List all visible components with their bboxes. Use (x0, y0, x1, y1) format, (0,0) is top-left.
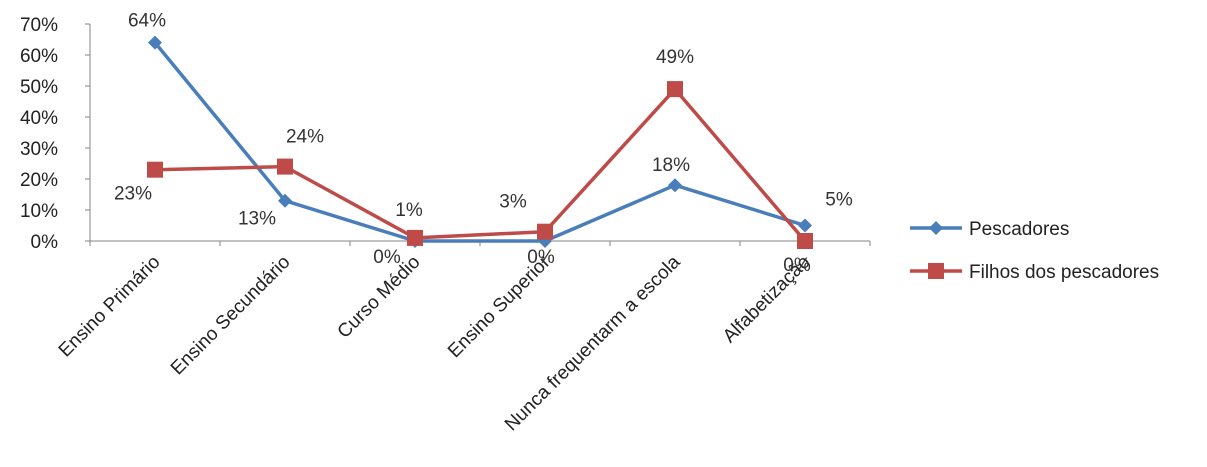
data-point-marker (277, 158, 293, 175)
y-tick-label: 60% (20, 46, 58, 67)
series-markers (147, 35, 813, 249)
data-point-marker (278, 193, 292, 208)
data-label: 24% (286, 127, 324, 148)
y-tick-label: 40% (20, 108, 58, 129)
series-line-1 (154, 87, 807, 243)
x-category-label: Ensino Secundário (167, 252, 295, 380)
data-label: 0% (783, 255, 811, 276)
data-point-marker (407, 229, 423, 246)
data-point-marker (537, 223, 553, 240)
legend-label: Pescadores (969, 219, 1069, 240)
legend-label: Filhos dos pescadores (969, 262, 1159, 283)
data-label: 1% (395, 200, 423, 221)
y-tick-label: 70% (20, 15, 58, 36)
data-label: 0% (373, 247, 401, 268)
data-label: 49% (656, 47, 694, 68)
x-category-label: Ensino Primário (55, 252, 165, 362)
data-point-marker (147, 161, 163, 178)
series-line-0 (153, 41, 806, 243)
y-tick-label: 20% (20, 170, 58, 191)
y-axis-ticks: 0% 10% 20% 30% 40% 50% 60% 70% (20, 15, 90, 253)
series-lines (153, 41, 807, 243)
data-label: 13% (238, 209, 276, 230)
y-tick-label: 10% (20, 201, 58, 222)
legend: Pescadores Filhos dos pescadores (910, 219, 1159, 283)
data-point-marker (668, 178, 682, 193)
y-tick-label: 50% (20, 77, 58, 98)
y-tick-label: 0% (31, 232, 59, 253)
data-label: 23% (114, 184, 152, 205)
legend-marker (928, 263, 944, 279)
y-tick-label: 30% (20, 139, 58, 160)
data-labels: 64% 13% 0% 0% 18% 5% 23% 24% 1% 3% 49% 0% (114, 11, 853, 276)
data-label: 5% (825, 190, 853, 211)
data-label: 64% (128, 11, 166, 32)
data-label: 0% (527, 247, 555, 268)
legend-marker (929, 221, 943, 235)
data-point-marker (148, 35, 162, 50)
data-point-marker (797, 233, 813, 249)
data-point-marker (798, 218, 812, 233)
data-label: 18% (652, 155, 690, 176)
x-axis-ticks: Ensino Primário Ensino Secundário Curso Mé… (55, 241, 871, 435)
data-point-marker (667, 81, 683, 98)
data-label: 3% (499, 192, 527, 213)
